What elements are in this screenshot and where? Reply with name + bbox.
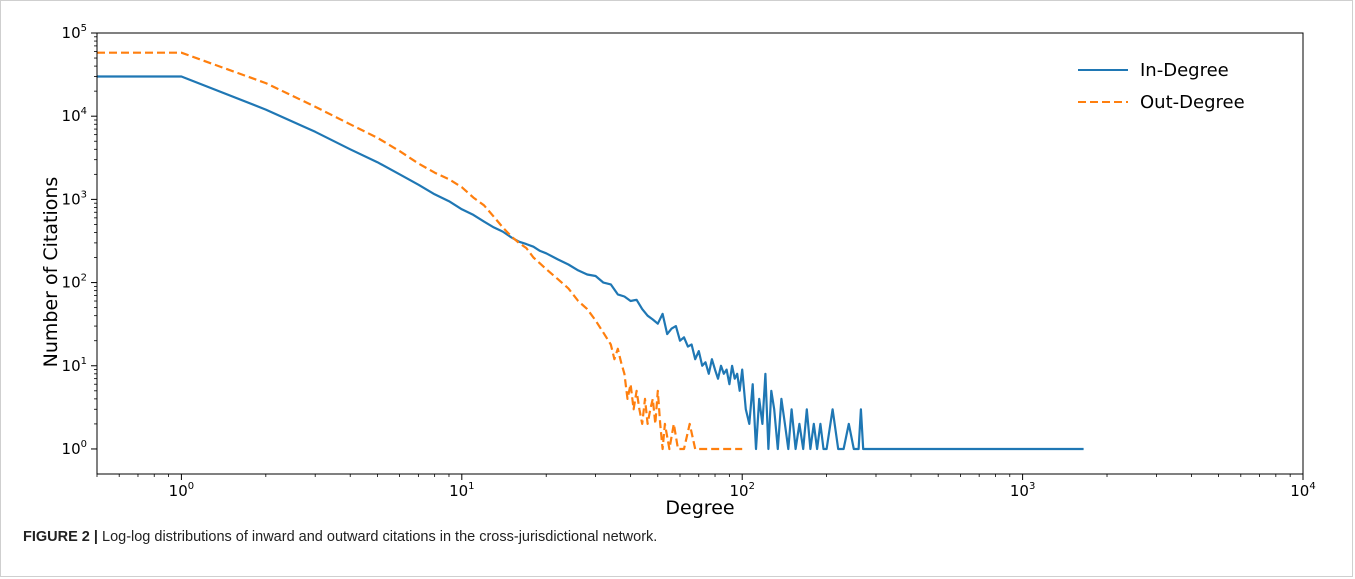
legend: In-Degree Out-Degree (1078, 60, 1245, 113)
y-tick-label: 104 (62, 106, 87, 125)
legend-label: Out-Degree (1140, 92, 1245, 113)
y-tick-label: 101 (62, 356, 87, 375)
x-axis-label: Degree (665, 497, 734, 519)
figure-caption: FIGURE 2 | Log-log distributions of inwa… (23, 529, 657, 545)
y-tick-label: 105 (62, 23, 87, 42)
y-tick-label: 103 (62, 189, 87, 208)
y-axis-label: Number of Citations (40, 177, 62, 368)
x-tick-label: 103 (1010, 481, 1035, 500)
series-line-out-degree (97, 51, 743, 451)
x-tick-label: 100 (169, 481, 194, 500)
series-line-in-degree (97, 75, 1084, 451)
caption-label: FIGURE 2 | (23, 529, 98, 545)
x-tick-label: 101 (449, 481, 474, 500)
caption-text: Log-log distributions of inward and outw… (102, 529, 658, 545)
legend-label: In-Degree (1140, 60, 1229, 81)
plot-area (96, 32, 1304, 475)
plot-lines (97, 51, 1084, 451)
y-tick-label: 102 (62, 273, 87, 292)
x-tick-label: 102 (729, 481, 754, 500)
chart: 100 101 102 103 104 100 101 102 103 104 105 Degree… (40, 23, 1316, 519)
x-tick-label: 104 (1290, 481, 1315, 500)
y-tick-label: 100 (62, 439, 87, 458)
